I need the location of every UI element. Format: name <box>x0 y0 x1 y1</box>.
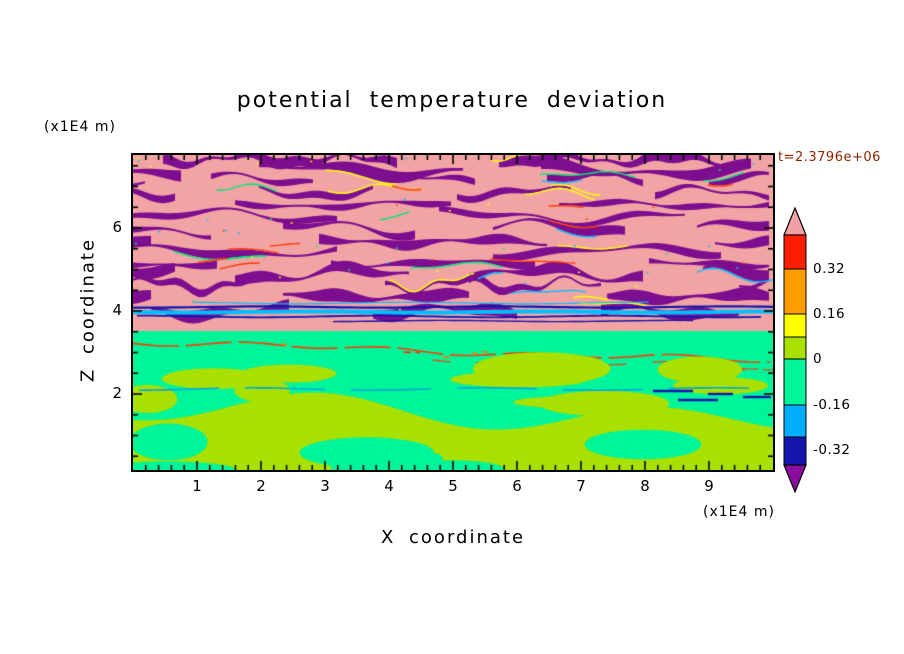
colorbar-segment <box>783 268 807 315</box>
colorbar-label: -0.32 <box>813 442 851 458</box>
y-tick-label: 4 <box>112 301 122 319</box>
chart-title: potential temperature deviation <box>236 88 668 113</box>
colorbar-segment <box>783 234 807 270</box>
colorbar-segment <box>783 404 807 438</box>
y-tick-label: 6 <box>112 218 122 236</box>
x-tick-label: 2 <box>256 477 266 495</box>
colorbar-segment <box>783 436 807 466</box>
colorbar-label: 0 <box>813 351 823 367</box>
colorbar-segment <box>783 336 807 360</box>
x-axis-title: X coordinate <box>380 527 526 548</box>
colorbar-segment <box>783 358 807 406</box>
x-axis-unit-label: (x1E4 m) <box>703 504 775 520</box>
colorbar-segment <box>783 313 807 338</box>
colorbar-label: -0.16 <box>813 397 851 413</box>
colorbar-label: 0.16 <box>813 306 846 322</box>
x-tick-label: 7 <box>576 477 586 495</box>
y-axis-unit-label: (x1E4 m) <box>44 119 116 135</box>
colorbar-arrow-top <box>783 207 807 236</box>
x-tick-label: 5 <box>448 477 458 495</box>
heatmap-field <box>131 153 775 472</box>
x-tick-label: 6 <box>512 477 522 495</box>
x-tick-label: 1 <box>192 477 202 495</box>
x-tick-label: 8 <box>640 477 650 495</box>
colorbar-arrow-bottom <box>783 464 807 493</box>
colorbar <box>783 207 807 493</box>
timestamp-label: t=2.3796e+06 <box>778 150 881 165</box>
x-tick-label: 9 <box>704 477 714 495</box>
y-tick-label: 2 <box>112 384 122 402</box>
colorbar-label: 0.32 <box>813 261 846 277</box>
x-tick-label: 3 <box>320 477 330 495</box>
x-tick-label: 4 <box>384 477 394 495</box>
